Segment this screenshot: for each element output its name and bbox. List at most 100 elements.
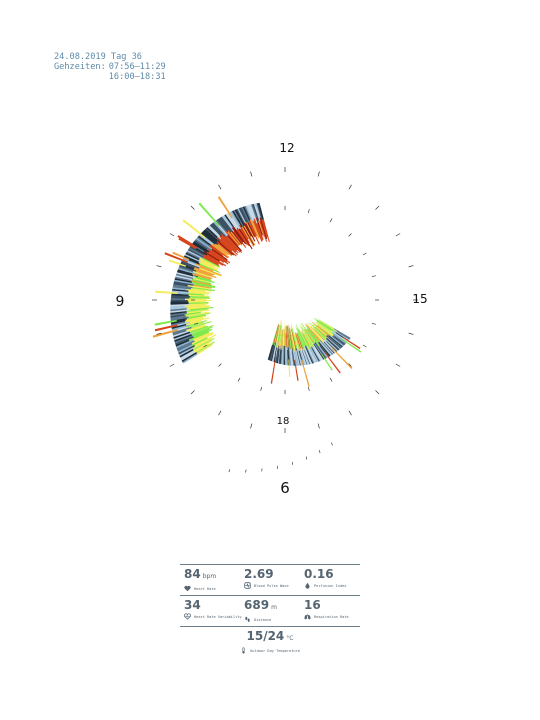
bar-segment-inner <box>307 329 320 346</box>
bar-segment-outer <box>193 241 210 253</box>
bar-segment-inner <box>249 219 260 239</box>
bar-segment-outer <box>276 348 280 364</box>
bar-segment-outer <box>313 346 323 361</box>
bar-segment-outer <box>248 204 255 219</box>
bar-segment-outer <box>329 335 344 347</box>
bar-spike <box>172 251 190 261</box>
bar-segment-inner <box>192 324 214 334</box>
bar-segment-inner <box>227 229 241 246</box>
bar-segment-inner <box>233 231 247 248</box>
bar-segment-inner <box>277 321 282 343</box>
bar-segment-inner <box>203 250 221 262</box>
hour-label-9: 9 <box>116 294 125 310</box>
bar-segment-inner <box>276 326 281 348</box>
bar-segment-outer <box>178 344 196 355</box>
bar-segment-outer <box>278 348 281 364</box>
bar-segment-outer <box>226 212 238 229</box>
bar-segment-inner <box>296 333 303 351</box>
bar-segment-inner <box>289 329 294 351</box>
bar-spike <box>320 353 333 371</box>
bar-segment-outer <box>310 348 318 363</box>
bar-segment-inner <box>204 254 224 266</box>
bar-segment-inner <box>316 322 334 335</box>
bar-segment-outer <box>289 349 293 366</box>
bar-segment-inner <box>221 235 239 254</box>
bar-spike <box>182 219 206 239</box>
heart-rate-unit: bpm <box>202 573 217 580</box>
bar-segment-inner <box>241 226 255 247</box>
bar-segment-inner <box>262 219 270 243</box>
bar-segment-outer <box>309 348 317 363</box>
bar-segment-outer <box>328 335 343 348</box>
bar-segment-outer <box>174 279 194 285</box>
temperature-unit: °C <box>286 635 294 642</box>
bar-segment-inner <box>275 325 280 343</box>
bar-segment-outer <box>208 225 221 237</box>
bar-segment-inner <box>193 277 211 283</box>
bar-segment-inner <box>286 324 289 347</box>
bar-segment-outer <box>326 337 340 351</box>
bar-segment-outer <box>294 349 299 366</box>
tick-mark <box>331 442 333 446</box>
bar-segment-outer <box>171 290 190 294</box>
bar-segment-inner <box>298 329 308 348</box>
bar-segment-outer <box>273 347 278 363</box>
bar-segment-inner <box>199 267 221 277</box>
bar-segment-outer <box>327 337 341 350</box>
bar-segment-inner <box>236 227 250 247</box>
bar-segment-outer <box>277 345 281 364</box>
bar-segment-inner <box>195 263 214 272</box>
bar-segment-inner <box>202 257 220 268</box>
distance-value: 689 <box>244 598 270 612</box>
bar-segment-outer <box>180 351 196 361</box>
bar-segment-outer <box>224 214 234 227</box>
bar-segment-inner <box>314 318 334 331</box>
bar-segment-outer <box>180 349 195 360</box>
bar-segment-outer <box>321 338 336 354</box>
bar-segment-inner <box>225 230 239 247</box>
tick-mark <box>371 322 376 325</box>
bar-segment-inner <box>301 326 315 348</box>
bar-segment-inner <box>280 330 283 349</box>
bar-segment-outer <box>205 227 221 243</box>
bar-segment-inner <box>314 328 327 342</box>
bar-segment-inner <box>193 284 212 289</box>
bar-segment-inner <box>316 320 336 334</box>
bar-segment-outer <box>270 345 275 361</box>
bar-segment-outer <box>170 298 186 300</box>
bar-segment-inner <box>194 331 214 342</box>
bar-segment-inner <box>311 321 329 336</box>
bar-segment-outer <box>216 218 229 233</box>
respiration-rate-value: 16 <box>304 598 321 612</box>
bar-segment-inner <box>203 255 219 265</box>
times-values: 07:56–11:29 16:00–18:31 <box>109 62 166 82</box>
bar-segment-outer <box>283 345 285 365</box>
bar-segment-inner <box>306 322 323 340</box>
pulse-wave-icon <box>244 582 251 589</box>
bar-segment-outer <box>296 347 302 366</box>
tick-mark <box>395 363 401 367</box>
bar-segment-inner <box>311 324 327 339</box>
bar-segment-inner <box>199 263 220 274</box>
bar-segment-outer <box>310 346 320 362</box>
bar-segment-inner <box>187 293 205 296</box>
bar-segment-outer <box>292 347 298 366</box>
bar-spike <box>331 347 353 370</box>
bar-segment-outer <box>336 331 350 340</box>
bar-segment-outer <box>238 207 248 223</box>
bar-segment-outer <box>177 342 193 352</box>
bar-segment-inner <box>190 279 212 286</box>
bar-segment-inner <box>300 331 310 349</box>
bar-segment-inner <box>198 261 218 271</box>
tick-mark <box>395 233 401 237</box>
bar-segment-outer <box>326 340 338 353</box>
tick-mark <box>408 265 414 268</box>
bar-segment-outer <box>269 342 275 361</box>
bar-segment-inner <box>198 258 215 268</box>
bar-segment-inner <box>189 319 207 326</box>
bar-segment-inner <box>301 322 316 343</box>
bar-segment-inner <box>295 326 305 348</box>
bar-segment-inner <box>193 268 213 276</box>
bar-segment-outer <box>290 348 294 366</box>
tick-mark <box>362 252 367 256</box>
